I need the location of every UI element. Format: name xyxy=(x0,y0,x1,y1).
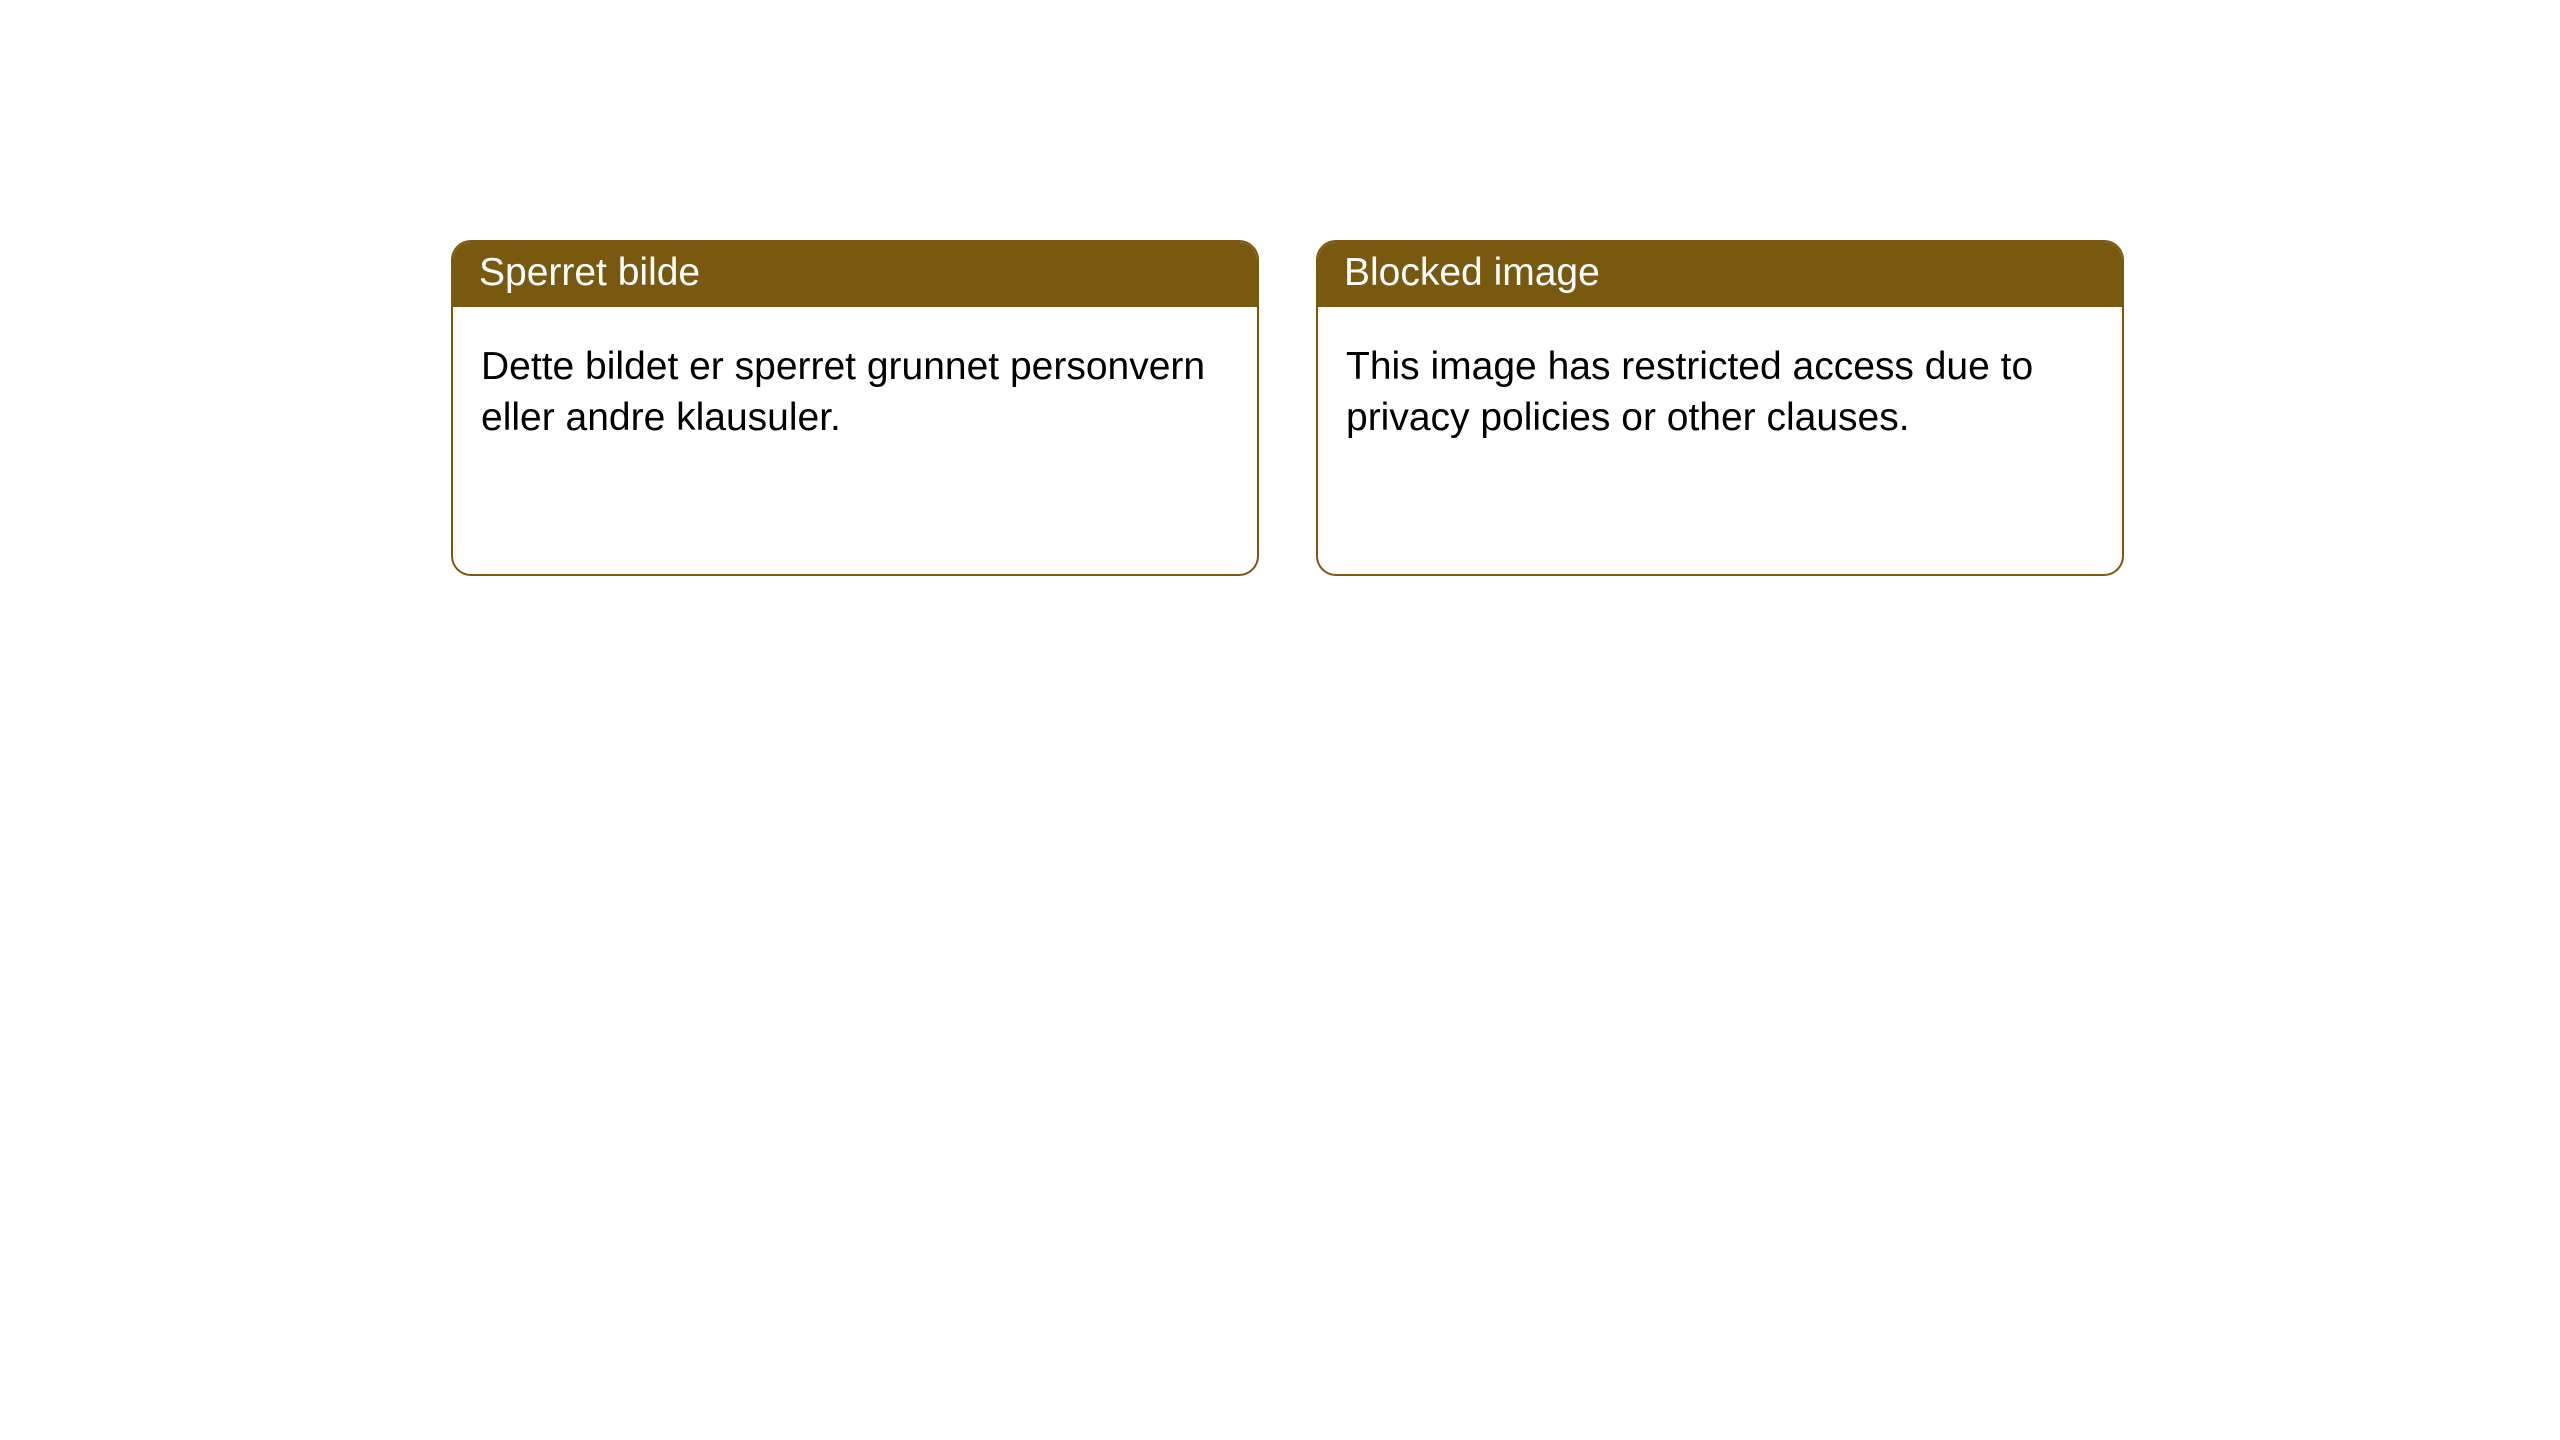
notice-header-norwegian: Sperret bilde xyxy=(453,242,1257,307)
notice-header-english: Blocked image xyxy=(1318,242,2122,307)
notice-body-norwegian: Dette bildet er sperret grunnet personve… xyxy=(453,307,1257,478)
notice-body-english: This image has restricted access due to … xyxy=(1318,307,2122,478)
notice-card-norwegian: Sperret bilde Dette bildet er sperret gr… xyxy=(451,240,1259,576)
notice-container: Sperret bilde Dette bildet er sperret gr… xyxy=(451,240,2124,576)
notice-card-english: Blocked image This image has restricted … xyxy=(1316,240,2124,576)
